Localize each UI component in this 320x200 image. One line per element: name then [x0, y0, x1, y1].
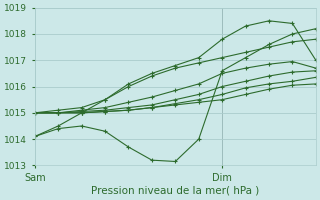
X-axis label: Pression niveau de la mer( hPa ): Pression niveau de la mer( hPa ): [91, 186, 260, 196]
